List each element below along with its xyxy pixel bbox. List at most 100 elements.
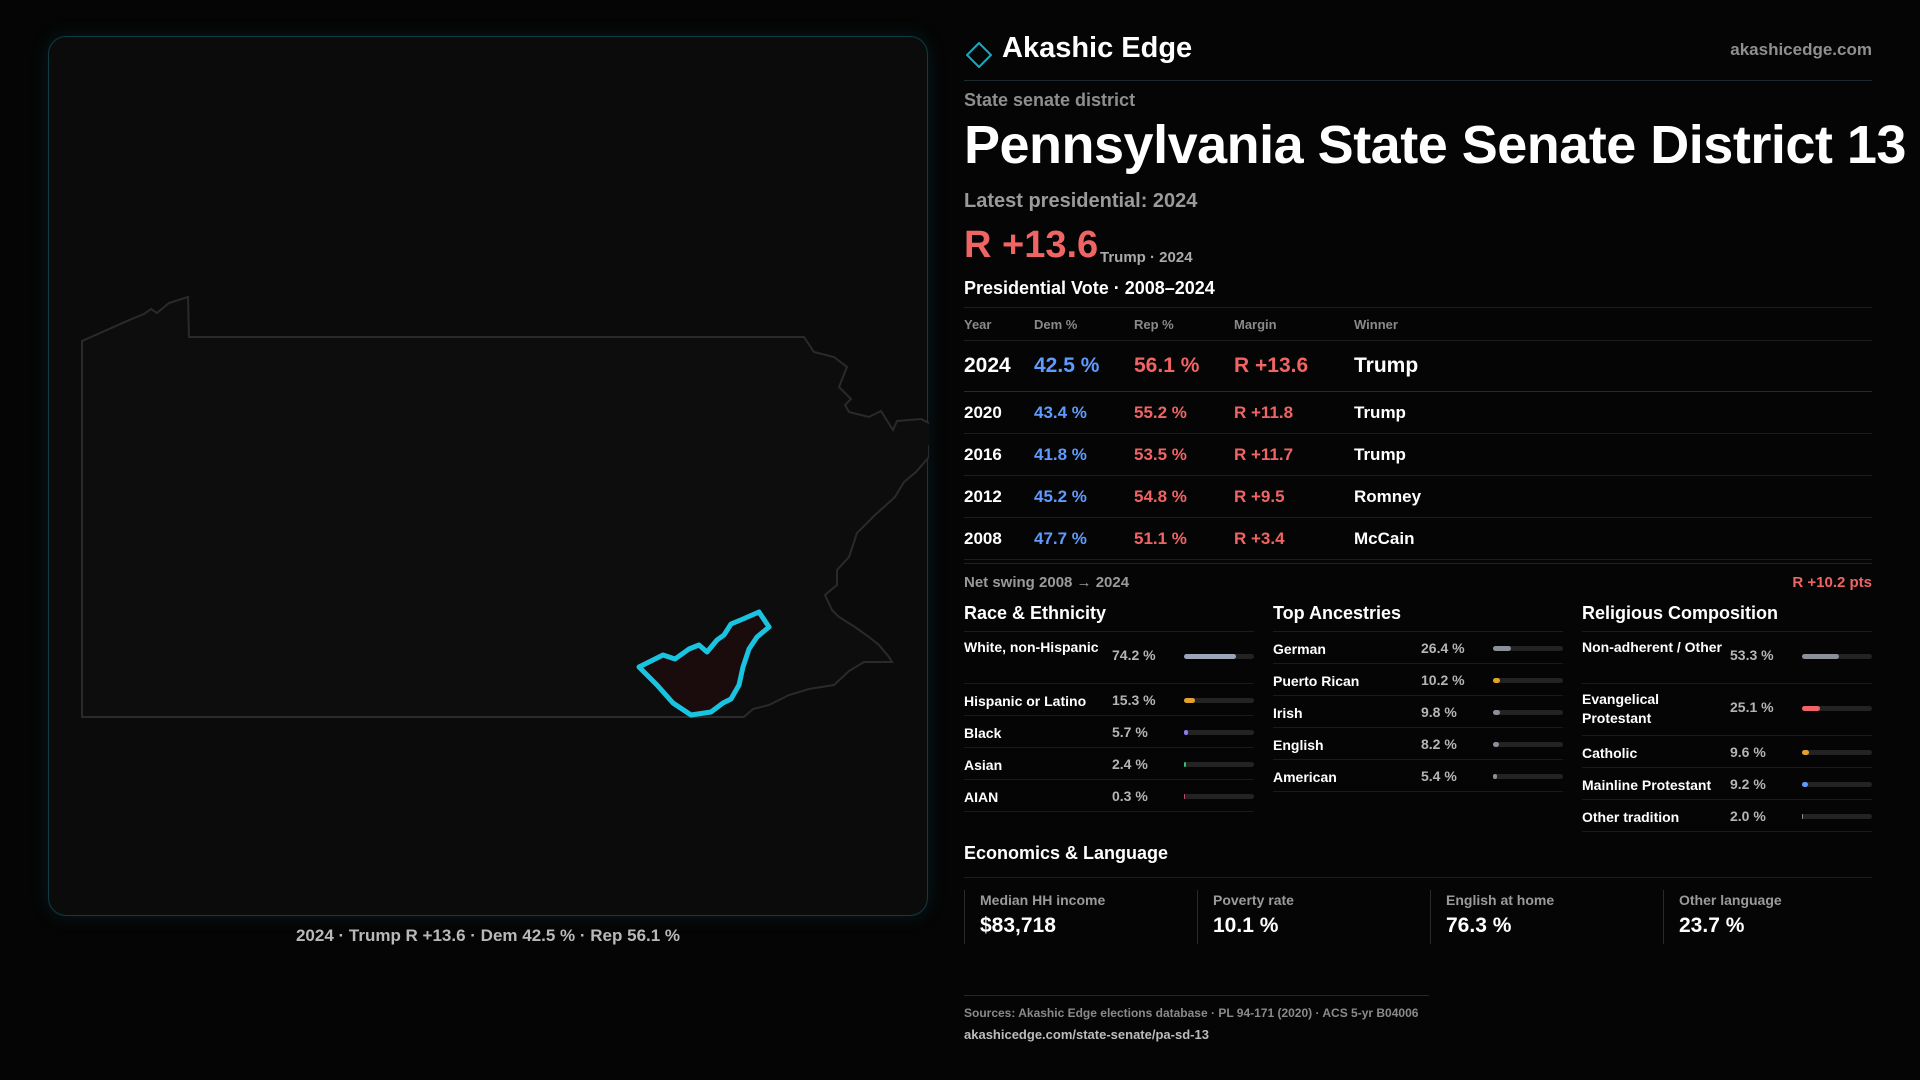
bar-track [1802, 706, 1872, 711]
list-item: English 8.2 % [1273, 728, 1563, 760]
winner-cell: Trump [1354, 445, 1406, 464]
margin-cell: R +11.8 [1234, 403, 1294, 422]
bar-track [1493, 742, 1563, 747]
item-label: Puerto Rican [1273, 673, 1360, 689]
margin-cell: R +13.6 [1234, 354, 1309, 377]
stat-other-language: Other language 23.7 % [1663, 890, 1883, 944]
diamond-logo-icon [966, 42, 992, 68]
bar-fill [1184, 762, 1186, 767]
bar-track [1184, 730, 1254, 735]
list-item: Non-adherent / Other 53.3 % [1582, 632, 1872, 684]
brand-header: Akashic Edge akashicedge.com [964, 30, 1872, 81]
bar-track [1493, 678, 1563, 683]
bar-track [1802, 814, 1872, 819]
ancestries-section: Top Ancestries German 26.4 % Puerto Rica… [1273, 600, 1563, 792]
bar-fill [1184, 654, 1236, 659]
winner-cell: Trump [1354, 403, 1406, 422]
col-rep: Rep % [1134, 317, 1174, 332]
item-label: English [1273, 737, 1324, 753]
item-value: 25.1 % [1730, 699, 1774, 715]
stat-value: 76.3 % [1446, 914, 1512, 937]
year-cell: 2012 [964, 487, 1002, 506]
net-swing-value: R +10.2 pts [1792, 574, 1872, 591]
item-value: 5.4 % [1421, 768, 1457, 784]
section-title: Religious Composition [1582, 600, 1872, 632]
district-type-label: State senate district [964, 90, 1136, 110]
item-value: 2.0 % [1730, 808, 1766, 824]
list-item: Hispanic or Latino 15.3 % [964, 684, 1254, 716]
page-title: Pennsylvania State Senate District 13 [964, 115, 1906, 175]
headline-sub: Trump · 2024 [1100, 249, 1193, 266]
dem-cell: 41.8 % [1034, 445, 1087, 464]
latest-presidential-label: Latest presidential: 2024 [964, 190, 1198, 212]
vote-section-title: Presidential Vote · 2008–2024 [964, 278, 1215, 298]
item-label: German [1273, 641, 1326, 657]
stat-english-at-home: English at home 76.3 % [1430, 890, 1650, 944]
col-winner: Winner [1354, 317, 1398, 332]
list-item: Catholic 9.6 % [1582, 736, 1872, 768]
stat-value: $83,718 [980, 914, 1056, 937]
year-cell: 2024 [964, 354, 1011, 377]
net-swing-row: Net swing 2008 → 2024 R +10.2 pts [964, 563, 1872, 596]
economics-section-title: Economics & Language [964, 843, 1872, 878]
year-cell: 2016 [964, 445, 1002, 464]
section-title: Top Ancestries [1273, 600, 1563, 632]
item-label: Evangelical Protestant [1582, 691, 1660, 726]
bar-track [1802, 750, 1872, 755]
vote-table-header: Year Dem % Rep % Margin Winner [964, 308, 1872, 341]
brand-name[interactable]: Akashic Edge [1002, 32, 1193, 64]
list-item: AIAN 0.3 % [964, 780, 1254, 812]
stat-label: Poverty rate [1213, 892, 1294, 908]
vote-table: Year Dem % Rep % Margin Winner 2024 42.5… [964, 307, 1872, 560]
dem-cell: 42.5 % [1034, 354, 1100, 377]
stat-poverty-rate: Poverty rate 10.1 % [1197, 890, 1417, 944]
col-dem: Dem % [1034, 317, 1078, 332]
bar-track [1184, 654, 1254, 659]
stat-value: 10.1 % [1213, 914, 1279, 937]
item-value: 0.3 % [1112, 788, 1148, 804]
table-row: 2012 45.2 % 54.8 % R +9.5 Romney [964, 476, 1872, 518]
bar-fill [1184, 698, 1195, 703]
sources-text: Sources: Akashic Edge elections database… [964, 1006, 1419, 1020]
bar-track [1802, 782, 1872, 787]
item-label: Non-adherent / Other [1582, 639, 1723, 655]
bar-fill [1493, 646, 1512, 651]
item-value: 9.6 % [1730, 744, 1766, 760]
rep-cell: 56.1 % [1134, 354, 1200, 377]
religion-section: Religious Composition Non-adherent / Oth… [1582, 600, 1872, 832]
state-map[interactable] [49, 37, 929, 917]
bar-track [1493, 710, 1563, 715]
col-margin: Margin [1234, 317, 1277, 332]
table-row: 2008 47.7 % 51.1 % R +3.4 McCain [964, 518, 1872, 560]
table-row: 2024 42.5 % 56.1 % R +13.6 Trump [964, 341, 1872, 392]
item-label: Catholic [1582, 745, 1638, 761]
dem-cell: 47.7 % [1034, 529, 1087, 548]
item-label: Other tradition [1582, 809, 1680, 825]
bar-track [1493, 646, 1563, 651]
bar-fill [1184, 730, 1188, 735]
district-shape[interactable] [636, 609, 772, 718]
dem-cell: 43.4 % [1034, 403, 1087, 422]
margin-cell: R +11.7 [1234, 445, 1294, 464]
bar-track [1184, 794, 1254, 799]
list-item: Evangelical Protestant 25.1 % [1582, 684, 1872, 736]
item-label: Hispanic or Latino [964, 693, 1087, 709]
year-cell: 2008 [964, 529, 1002, 548]
item-label: Asian [964, 757, 1003, 773]
bar-fill [1802, 706, 1820, 711]
net-swing-label: Net swing 2008 → 2024 [964, 574, 1130, 591]
bar-fill [1493, 774, 1497, 779]
brand-url[interactable]: akashicedge.com [1730, 40, 1872, 59]
section-title: Race & Ethnicity [964, 600, 1254, 632]
bar-fill [1802, 814, 1804, 819]
dem-cell: 45.2 % [1034, 487, 1087, 506]
stat-label: English at home [1446, 892, 1555, 908]
bar-fill [1802, 782, 1809, 787]
item-value: 15.3 % [1112, 692, 1156, 708]
item-value: 74.2 % [1112, 647, 1156, 663]
list-item: Black 5.7 % [964, 716, 1254, 748]
stat-label: Median HH income [980, 892, 1106, 908]
source-link[interactable]: akashicedge.com/state-senate/pa-sd-13 [964, 1027, 1209, 1042]
bar-track [1184, 762, 1254, 767]
item-label: American [1273, 769, 1337, 785]
